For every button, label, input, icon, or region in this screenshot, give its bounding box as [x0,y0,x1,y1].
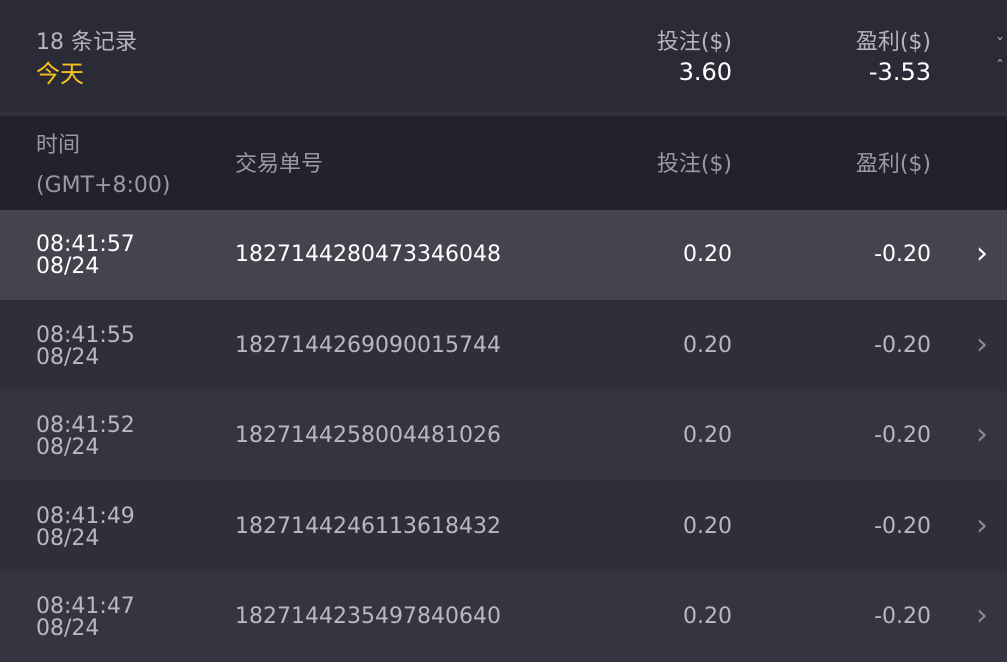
row-order-id: 1827144280473346048 [235,242,501,267]
row-bet: 0.20 [683,604,732,629]
row-order-id: 1827144246113618432 [235,513,501,539]
row-time: 08:41:52 08/24 [36,415,135,459]
row-order-id: 1827144235497840640 [235,604,501,629]
row-date: 08/24 [36,254,100,279]
table-row[interactable]: 08:41:55 08/24 1827144269090015744 0.20 -… [0,300,1007,391]
header-time: 时间 (GMT+8:00) [36,126,170,206]
table-row[interactable]: 08:41:52 08/24 1827144258004481026 0.20 -… [0,391,1007,481]
profit-summary: 盈利($) -3.53 [731,24,931,86]
row-time-value: 08:41:49 [36,503,135,529]
row-order-id: 1827144258004481026 [235,423,501,448]
row-date: 08/24 [36,344,100,370]
record-count: 18 条记录 [36,30,137,55]
chevron-right-icon[interactable]: › [976,507,988,543]
row-profit: -0.20 [874,513,931,539]
row-time-value: 08:41:55 [36,322,135,348]
profit-summary-value: -3.53 [868,58,931,86]
header-bet: 投注($) [656,152,732,177]
row-time-value: 08:41:52 [36,413,135,438]
header-profit: 盈利($) [855,152,931,177]
chevron-right-icon[interactable]: › [976,598,988,633]
table-header: 时间 (GMT+8:00) 交易单号 投注($) 盈利($) [0,116,1007,210]
chevron-right-icon[interactable]: › [976,417,988,452]
profit-summary-label: 盈利($) [855,30,931,55]
table-row[interactable]: 08:41:47 08/24 1827144235497840640 0.20 -… [0,572,1007,662]
row-date: 08/24 [36,616,100,641]
row-profit: -0.20 [874,604,931,629]
header-timezone: (GMT+8:00) [36,173,171,198]
row-time-value: 08:41:47 [36,594,135,619]
bet-summary-value: 3.60 [678,58,732,86]
row-time-value: 08:41:57 [36,232,135,257]
row-time: 08:41:57 08/24 [36,234,135,278]
date-filter[interactable]: 今天 [36,60,84,88]
row-time: 08:41:47 08/24 [36,596,135,640]
row-bet: 0.20 [683,513,732,539]
bet-summary-label: 投注($) [656,30,732,55]
row-bet: 0.20 [683,423,732,448]
row-order-id: 1827144269090015744 [235,332,501,358]
table-row[interactable]: 08:41:49 08/24 1827144246113618432 0.20 -… [0,481,1007,572]
divider [0,112,1007,116]
row-date: 08/24 [36,525,100,551]
row-profit: -0.20 [874,423,931,448]
row-bet: 0.20 [683,332,732,358]
row-profit: -0.20 [874,332,931,358]
chevron-right-icon[interactable]: › [976,326,988,362]
bet-summary: 投注($) 3.60 [532,24,732,86]
chevron-right-icon[interactable]: › [976,236,988,271]
row-time: 08:41:49 08/24 [36,503,135,551]
row-profit: -0.20 [874,242,931,267]
row-bet: 0.20 [683,242,732,267]
table-row[interactable]: 08:41:57 08/24 1827144280473346048 0.20 -… [0,210,1007,300]
header-time-label: 时间 [36,133,81,158]
row-time: 08:41:55 08/24 [36,322,135,370]
header-order-id: 交易单号 [235,152,324,177]
row-date: 08/24 [36,435,100,460]
